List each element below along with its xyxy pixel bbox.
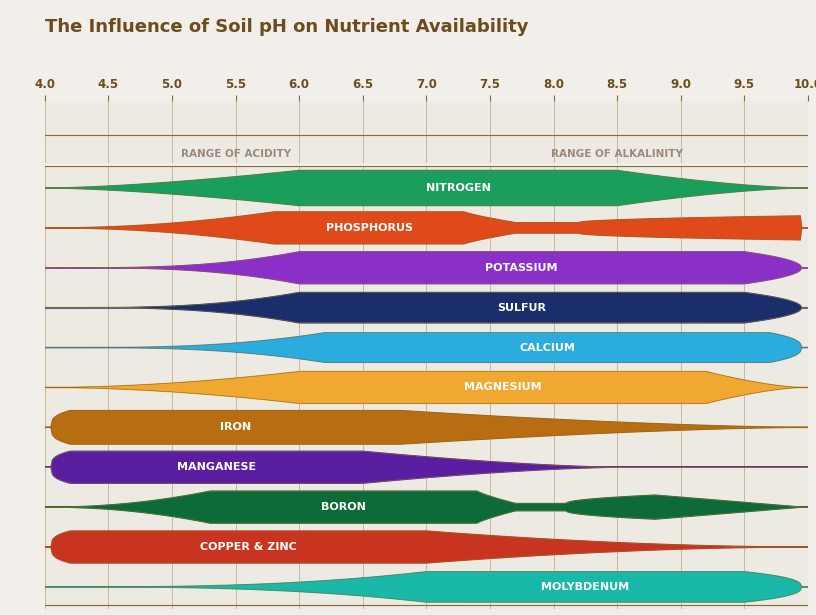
Text: BORON: BORON (322, 502, 366, 512)
Polygon shape (45, 170, 808, 205)
Text: CALCIUM: CALCIUM (519, 343, 575, 352)
Text: COPPER & ZINC: COPPER & ZINC (200, 542, 297, 552)
Polygon shape (45, 411, 808, 444)
Polygon shape (45, 212, 808, 244)
Polygon shape (45, 491, 808, 523)
Text: POTASSIUM: POTASSIUM (486, 263, 558, 273)
Text: IRON: IRON (220, 423, 251, 432)
Polygon shape (45, 293, 808, 323)
Text: NITROGEN: NITROGEN (426, 183, 490, 193)
Text: MANGANESE: MANGANESE (177, 462, 256, 472)
Polygon shape (45, 451, 808, 483)
Polygon shape (45, 531, 808, 563)
Text: RANGE OF ALKALINITY: RANGE OF ALKALINITY (551, 149, 683, 159)
Polygon shape (45, 371, 808, 403)
Polygon shape (45, 572, 808, 602)
Text: RANGE OF ACIDITY: RANGE OF ACIDITY (180, 149, 290, 159)
Polygon shape (45, 333, 808, 362)
Text: MOLYBDENUM: MOLYBDENUM (541, 582, 629, 592)
Text: MAGNESIUM: MAGNESIUM (463, 383, 542, 392)
Text: The Influence of Soil pH on Nutrient Availability: The Influence of Soil pH on Nutrient Ava… (45, 18, 529, 36)
Text: PHOSPHORUS: PHOSPHORUS (326, 223, 413, 233)
Polygon shape (45, 252, 808, 284)
Text: SULFUR: SULFUR (497, 303, 546, 312)
